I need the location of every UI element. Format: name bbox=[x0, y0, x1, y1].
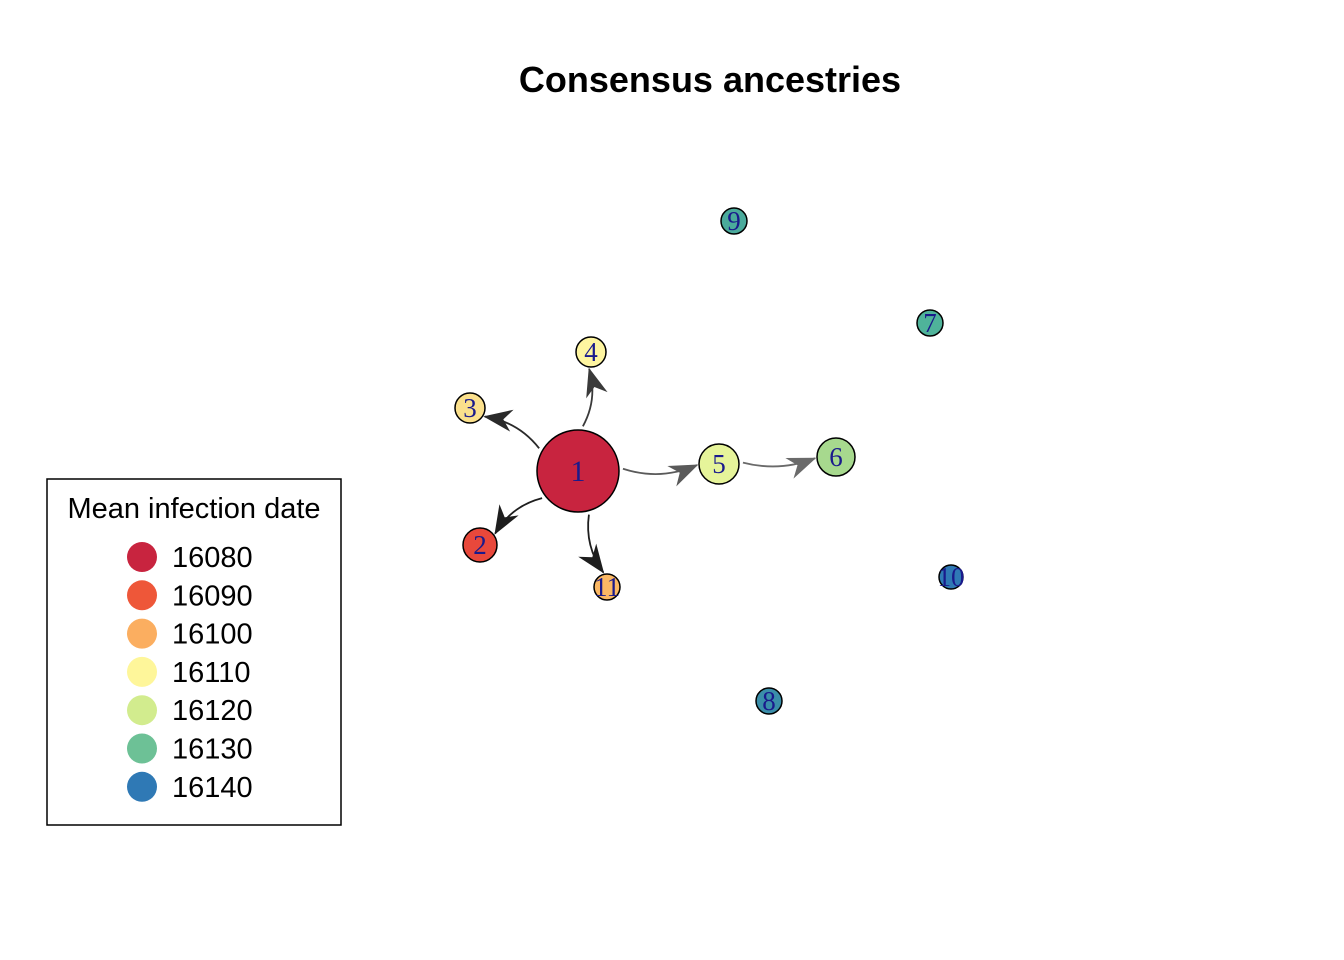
edge-1-3 bbox=[483, 409, 540, 449]
legend-label: 16130 bbox=[172, 734, 253, 766]
edge-arrowhead bbox=[667, 464, 699, 487]
legend: Mean infection date 16080 16090 16100 16110… bbox=[46, 478, 342, 826]
legend-swatch bbox=[127, 733, 157, 764]
node-label: 8 bbox=[762, 686, 776, 716]
legend-box bbox=[46, 478, 342, 826]
legend-title: Mean infection date bbox=[67, 493, 320, 525]
node-2[interactable]: 2 bbox=[462, 527, 498, 563]
edges-layer bbox=[483, 367, 817, 574]
node-4[interactable]: 4 bbox=[575, 336, 607, 368]
node-circle bbox=[454, 392, 486, 424]
legend-entry: 16090 bbox=[127, 580, 253, 612]
legend-entry: 16110 bbox=[127, 656, 251, 689]
node-5[interactable]: 5 bbox=[698, 443, 740, 485]
node-label: 4 bbox=[584, 337, 598, 367]
edge-1-2 bbox=[494, 497, 543, 535]
node-label: 6 bbox=[829, 442, 843, 472]
node-1[interactable]: 1 bbox=[536, 429, 620, 513]
node-7[interactable]: 7 bbox=[916, 308, 944, 338]
legend-entry: 16130 bbox=[127, 733, 253, 766]
legend-label: 16110 bbox=[172, 657, 251, 689]
legend-swatch bbox=[127, 771, 157, 802]
legend-label: 16100 bbox=[172, 619, 253, 651]
legend-entry: 16080 bbox=[127, 542, 253, 574]
edge-arrowhead bbox=[578, 543, 605, 574]
legend-label: 16140 bbox=[172, 772, 253, 804]
legend-swatch bbox=[127, 618, 157, 649]
legend-label: 16080 bbox=[172, 542, 253, 574]
legend-entries: 16080 16090 16100 16110 16120 16130 16140 bbox=[127, 542, 253, 804]
node-6[interactable]: 6 bbox=[816, 437, 856, 477]
node-label: 2 bbox=[473, 530, 487, 560]
node-circle bbox=[575, 336, 607, 368]
node-circle bbox=[698, 443, 740, 485]
node-label: 10 bbox=[938, 562, 965, 592]
node-circle bbox=[938, 564, 964, 590]
edge-arrowhead bbox=[785, 457, 817, 479]
legend-entry: 16140 bbox=[127, 771, 253, 804]
edge-1-5 bbox=[622, 464, 699, 487]
edge-5-6 bbox=[742, 457, 817, 479]
legend-swatch bbox=[127, 542, 157, 572]
legend-entry: 16120 bbox=[127, 695, 253, 727]
edge-arrowhead bbox=[494, 504, 519, 535]
node-circle bbox=[536, 429, 620, 513]
legend-label: 16090 bbox=[172, 580, 253, 612]
node-circle bbox=[462, 527, 498, 563]
node-9[interactable]: 9 bbox=[720, 206, 748, 236]
node-circle bbox=[593, 573, 621, 601]
edge-1-4 bbox=[582, 367, 608, 427]
node-label: 1 bbox=[571, 455, 586, 488]
legend-swatch bbox=[127, 656, 157, 687]
node-8[interactable]: 8 bbox=[755, 686, 783, 716]
node-circle bbox=[755, 687, 783, 715]
edge-arrowhead bbox=[483, 409, 514, 432]
node-10[interactable]: 10 bbox=[938, 562, 965, 592]
legend-entry: 16100 bbox=[127, 618, 253, 651]
edge-arrowhead bbox=[586, 367, 608, 399]
node-circle bbox=[720, 207, 748, 235]
node-label: 3 bbox=[463, 393, 477, 423]
legend-swatch bbox=[127, 580, 157, 611]
node-11[interactable]: 11 bbox=[593, 572, 621, 602]
node-label: 7 bbox=[923, 308, 937, 338]
node-circle bbox=[916, 309, 944, 337]
node-circle bbox=[816, 437, 856, 477]
figure-title: Consensus ancestries bbox=[519, 59, 901, 100]
legend-label: 16120 bbox=[172, 695, 253, 727]
legend-swatch bbox=[127, 695, 157, 726]
node-label: 11 bbox=[594, 572, 620, 602]
nodes-layer: 1 2 3 4 5 6 7 8 9 10 11 bbox=[454, 206, 965, 716]
node-label: 5 bbox=[712, 449, 726, 479]
edge-1-11 bbox=[578, 514, 605, 574]
node-label: 9 bbox=[727, 206, 741, 236]
node-3[interactable]: 3 bbox=[454, 392, 486, 424]
